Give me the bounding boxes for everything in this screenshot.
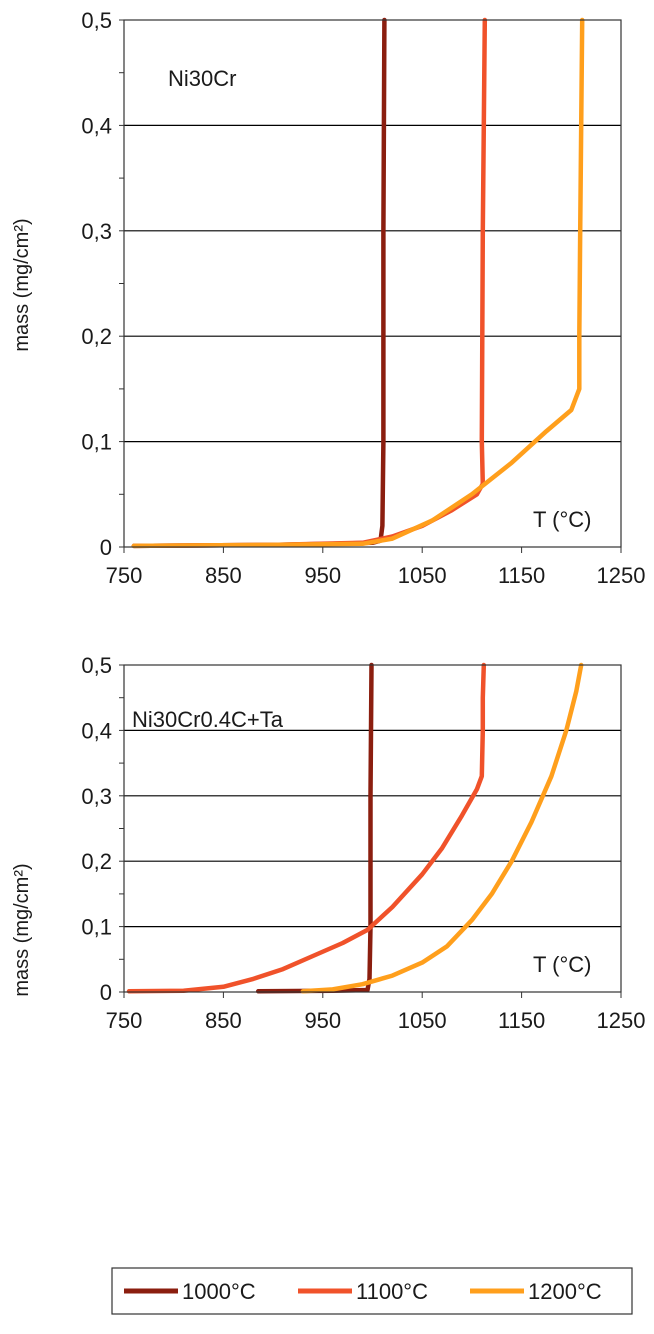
y-tick-label: 0,5 — [81, 653, 112, 678]
legend-item-1000: 1000°C — [124, 1279, 256, 1304]
x-tick-labels: 750 850 950 1050 1150 1250 — [106, 563, 646, 588]
chart-annotation: Ni30Cr0.4C+Ta — [132, 707, 284, 732]
legend-label: 1000°C — [182, 1279, 256, 1304]
y-tick-label: 0,3 — [81, 219, 112, 244]
y-tick-label: 0,1 — [81, 915, 112, 940]
x-tick-label: 750 — [106, 563, 143, 588]
plot-area — [124, 20, 621, 547]
x-tick-label: 850 — [205, 1008, 242, 1033]
x-tick-label: 1150 — [498, 1008, 545, 1033]
chart-ni30cr04c-ta: 0 0,1 0,2 0,3 0,4 0,5 750 850 950 1050 1150 1250 N… — [11, 653, 645, 1033]
plot-frame — [123, 664, 622, 993]
x-tick-label: 750 — [106, 1008, 143, 1033]
x-tick-label: 1150 — [498, 563, 545, 588]
x-tick-label: 950 — [304, 1008, 341, 1033]
legend-box — [111, 1267, 633, 1315]
y-tick-label: 0,4 — [81, 718, 112, 743]
y-tick-label: 0,4 — [81, 113, 112, 138]
series-line-1200 — [131, 17, 585, 549]
legend-item-1200: 1200°C — [470, 1279, 602, 1304]
y-tick-labels: 0 0,1 0,2 0,3 0,4 0,5 — [81, 653, 112, 1005]
y-axis-label: mass (mg/cm²) — [11, 218, 33, 351]
y-tick-label: 0,5 — [81, 8, 112, 33]
legend-label: 1100°C — [356, 1279, 428, 1304]
series-group — [126, 662, 584, 994]
y-tick-label: 0,2 — [81, 324, 112, 349]
y-tick-label: 0 — [100, 980, 112, 1005]
y-tick-label: 0,1 — [81, 430, 112, 455]
chart-annotation: Ni30Cr — [168, 66, 236, 91]
series-line-1200 — [300, 662, 584, 994]
series-line-1100 — [126, 662, 487, 994]
y-tick-label: 0,2 — [81, 849, 112, 874]
x-tick-label: 1050 — [398, 563, 447, 588]
x-tick-labels: 750 850 950 1050 1150 1250 — [106, 1008, 646, 1033]
y-tick-labels: 0 0,1 0,2 0,3 0,4 0,5 — [81, 8, 112, 560]
x-tick-label: 950 — [304, 563, 341, 588]
x-axis-label: T (°C) — [533, 952, 592, 977]
legend-label: 1200°C — [528, 1279, 602, 1304]
legend-item-1100: 1100°C — [298, 1279, 428, 1304]
x-axis-label: T (°C) — [533, 507, 592, 532]
x-tick-label: 1250 — [597, 1008, 646, 1033]
plot-frame — [123, 19, 622, 548]
y-axis-label: mass (mg/cm²) — [11, 863, 33, 996]
chart-ni30cr: 0 0,1 0,2 0,3 0,4 0,5 750 850 950 1050 1150 1250 N… — [11, 8, 645, 588]
y-tick-label: 0 — [100, 535, 112, 560]
x-tick-label: 850 — [205, 563, 242, 588]
y-tick-label: 0,3 — [81, 784, 112, 809]
x-tick-label: 1250 — [597, 563, 646, 588]
series-group — [131, 17, 585, 549]
legend: 1000°C 1100°C 1200°C — [111, 1267, 633, 1315]
x-tick-label: 1050 — [398, 1008, 447, 1033]
